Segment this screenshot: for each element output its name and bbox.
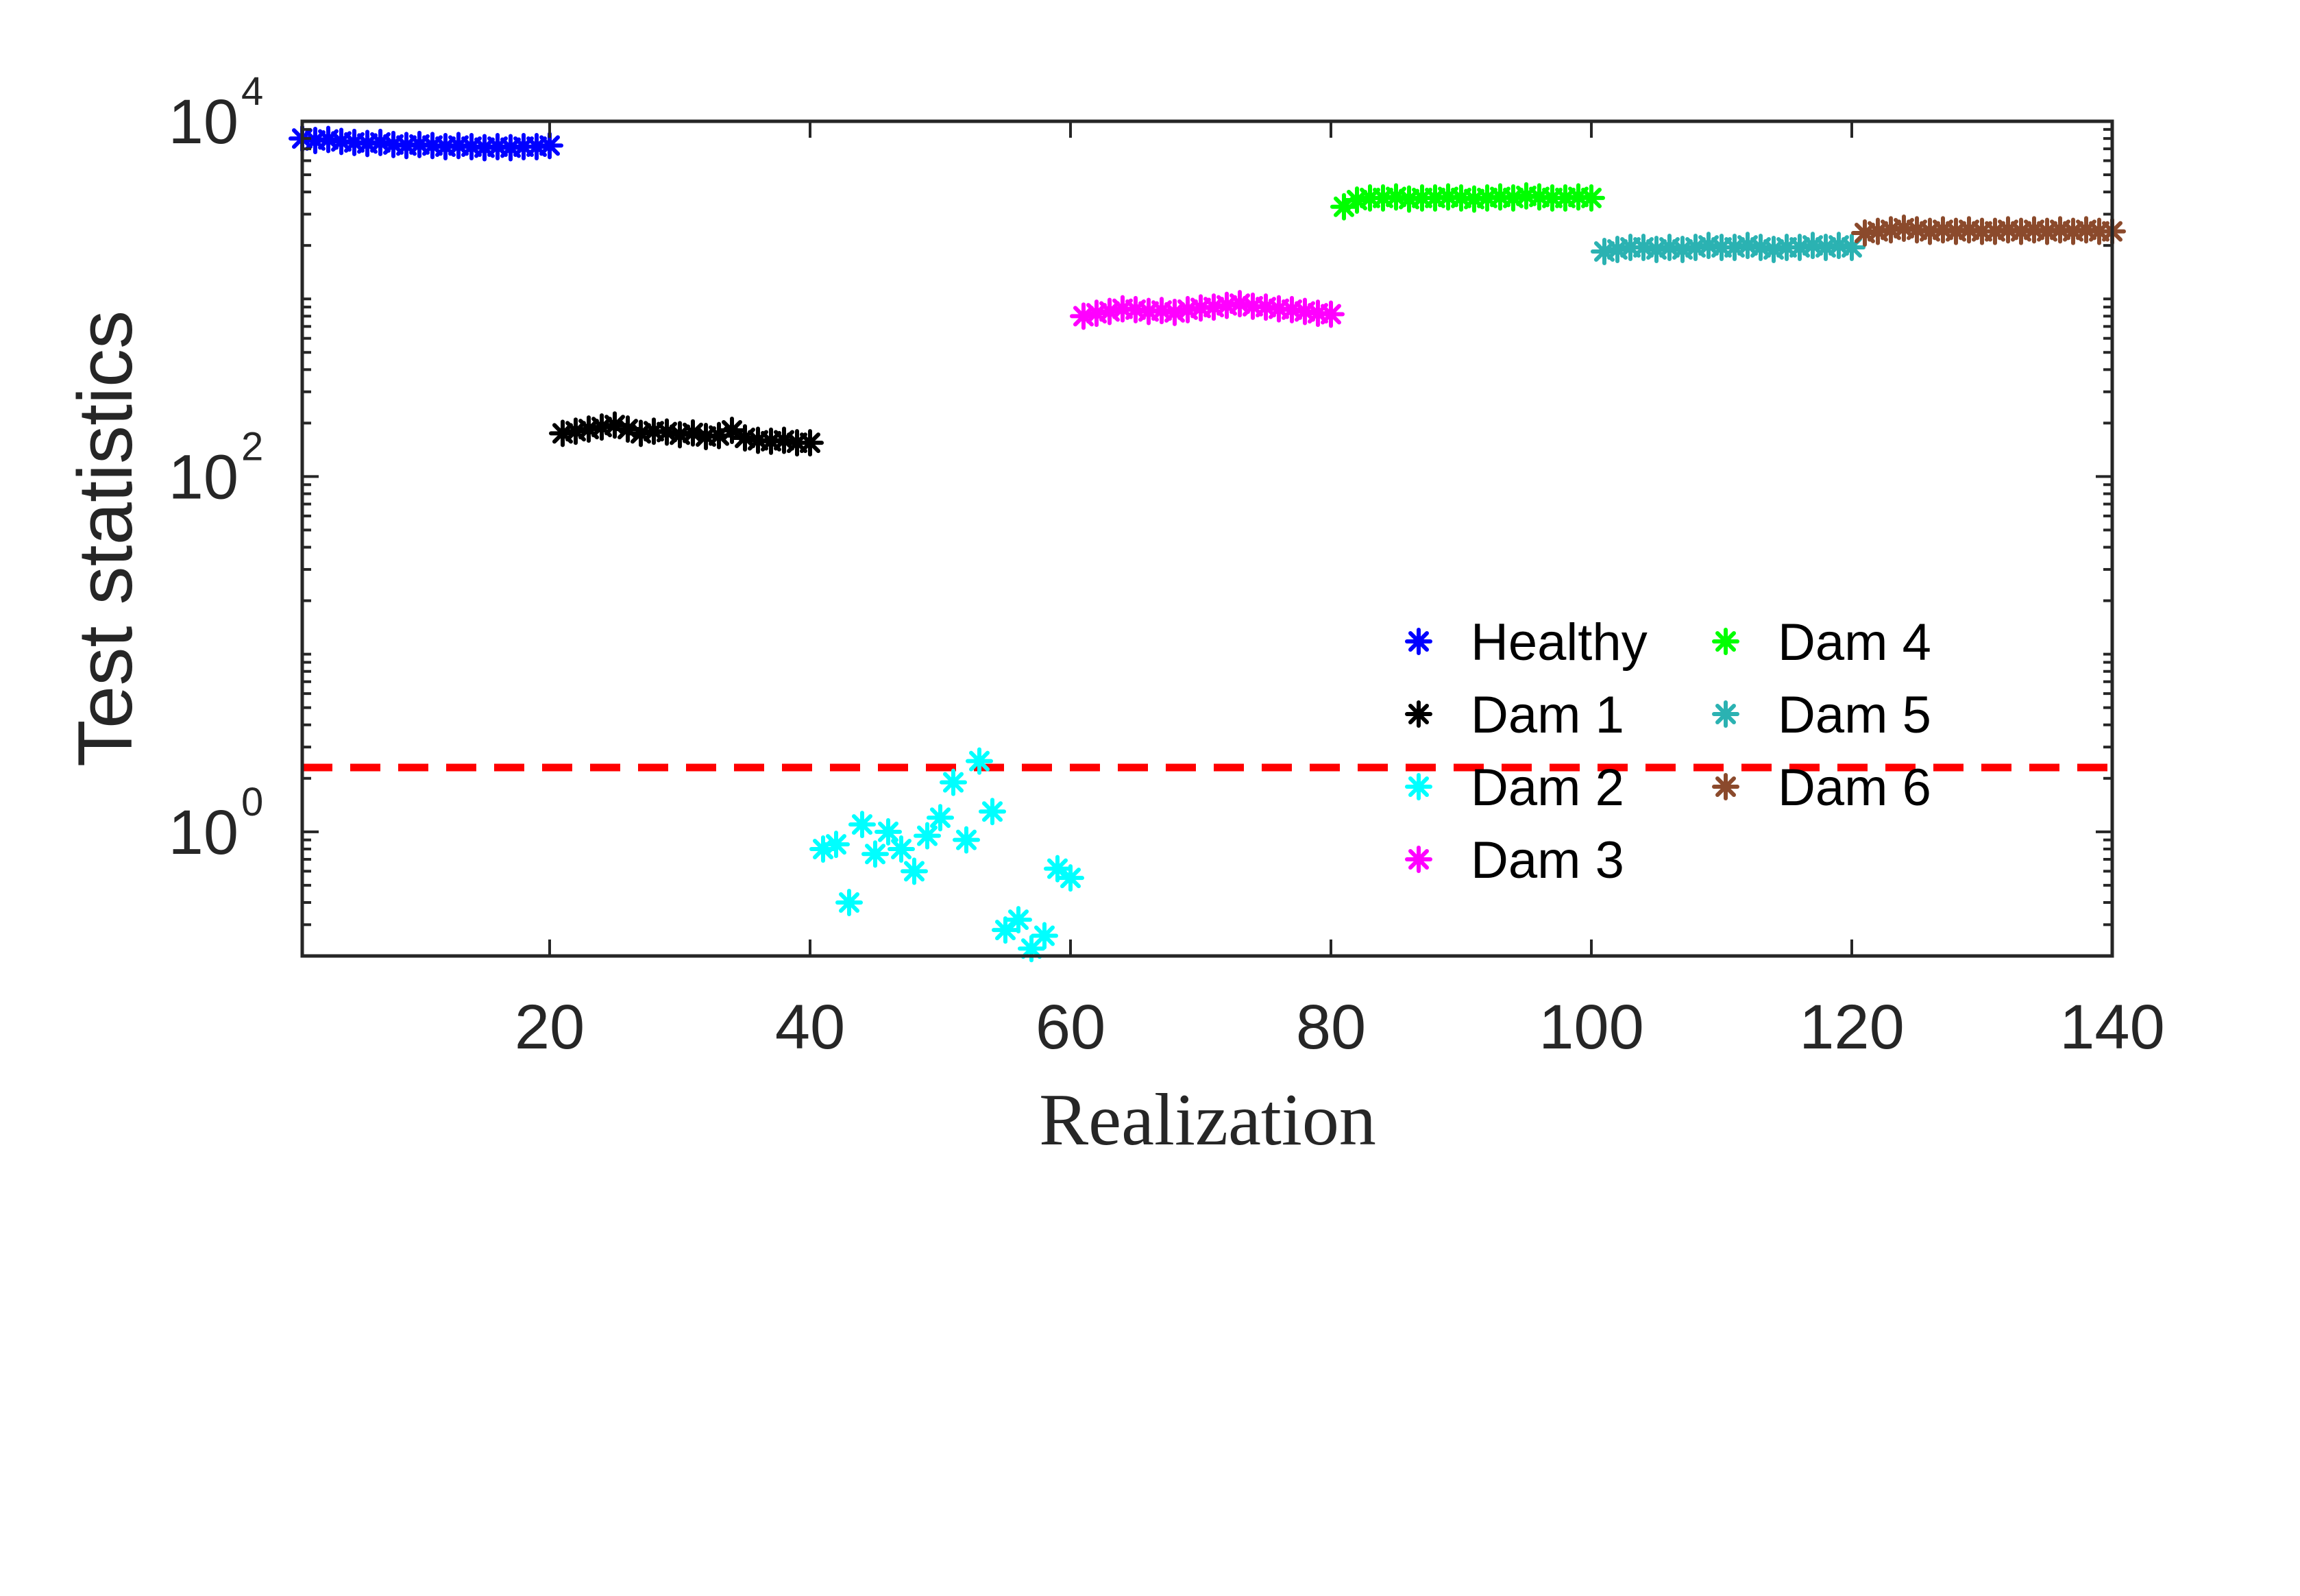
y-tick-label: 10: [169, 442, 238, 512]
data-point: [861, 840, 889, 868]
data-point: [953, 826, 980, 854]
x-tick-labels: 20 40 60 80 100 120 140: [515, 992, 2165, 1062]
legend-asterisk: [1712, 628, 1739, 655]
legend-marker-dam-4: [1712, 628, 1739, 655]
legend-label-dam-6: Dam 6: [1778, 759, 1931, 817]
legend-marker-dam-6: [1712, 773, 1739, 800]
legend-item-dam-1: Dam 1: [1405, 686, 1624, 744]
series-dam-2: [809, 747, 1084, 963]
legend-item-dam-5: Dam 5: [1712, 686, 1931, 744]
legend-label-dam-2: Dam 2: [1471, 759, 1624, 817]
legend-marker-dam-1: [1405, 700, 1432, 728]
tick-layer: [302, 120, 2114, 957]
y-tick-label: 10: [169, 798, 238, 868]
legend-marker-healthy: [1405, 628, 1432, 655]
legend-marker-dam-2: [1405, 773, 1432, 800]
data-point: [1851, 219, 1879, 247]
legend-item-dam-3: Dam 3: [1405, 831, 1624, 889]
series-dam-5: [1591, 232, 1865, 265]
y-tick-exponent: 4: [241, 69, 263, 114]
legend-asterisk: [1712, 700, 1739, 728]
data-point: [835, 888, 863, 916]
legend-asterisk: [1405, 846, 1432, 873]
legend-label-dam-3: Dam 3: [1471, 831, 1624, 889]
data-point: [1031, 922, 1058, 950]
x-tick-label: 40: [775, 992, 845, 1062]
data-point: [1005, 906, 1032, 934]
legend-item-healthy: Healthy: [1405, 613, 1648, 672]
series-dam-6: [1851, 214, 2126, 247]
x-tick-label: 60: [1036, 992, 1105, 1062]
legend-label-dam-5: Dam 5: [1778, 686, 1931, 744]
legend-marker-dam-3: [1405, 846, 1432, 873]
axes-box: [300, 119, 2114, 958]
x-tick-label: 20: [515, 992, 585, 1062]
data-point: [940, 768, 967, 796]
legend-item-dam-6: Dam 6: [1712, 759, 1931, 817]
legend-label-dam-4: Dam 4: [1778, 613, 1931, 672]
x-axis-label: Realization: [1039, 1079, 1376, 1161]
data-point: [874, 818, 902, 846]
legend-label-healthy: Healthy: [1471, 613, 1648, 672]
legend-label-dam-1: Dam 1: [1471, 686, 1624, 744]
y-tick-exponent: 0: [241, 780, 263, 824]
data-point: [966, 747, 993, 775]
data-point: [888, 835, 915, 863]
legend-asterisk: [1405, 773, 1432, 800]
data-point: [901, 857, 928, 885]
x-tick-label: 80: [1296, 992, 1366, 1062]
data-point: [927, 804, 954, 832]
series-dam-4: [1330, 182, 1605, 221]
series-dam-3: [1070, 290, 1345, 330]
legend-item-dam-2: Dam 2: [1405, 759, 1624, 817]
data-point: [822, 831, 850, 859]
data-point: [914, 822, 941, 850]
x-tick-label: 120: [1799, 992, 1905, 1062]
data-point: [536, 132, 563, 160]
series-dam-1: [549, 411, 824, 457]
data-point: [1317, 300, 1345, 328]
legend-asterisk: [1712, 773, 1739, 800]
x-tick-label: 100: [1539, 992, 1644, 1062]
y-tick-exponent: 2: [241, 424, 263, 469]
y-tick-label: 10: [169, 87, 238, 157]
legend: Healthy Dam 1 Dam 2 Dam 3 Dam 4 Dam 5 Da…: [1405, 613, 1931, 889]
series-layer: [289, 125, 2126, 963]
legend-marker-dam-5: [1712, 700, 1739, 728]
legend-asterisk: [1405, 628, 1432, 655]
data-point: [848, 811, 876, 839]
legend-item-dam-4: Dam 4: [1712, 613, 1931, 672]
plot-area: [302, 121, 2112, 956]
data-point: [979, 798, 1006, 826]
data-point: [1578, 184, 1605, 212]
data-point: [796, 429, 824, 457]
data-point: [1057, 864, 1084, 892]
legend-asterisk: [1405, 700, 1432, 728]
x-tick-label: 140: [2059, 992, 2165, 1062]
data-point: [1877, 216, 1905, 244]
y-axis-label: Test statistics: [62, 310, 148, 767]
